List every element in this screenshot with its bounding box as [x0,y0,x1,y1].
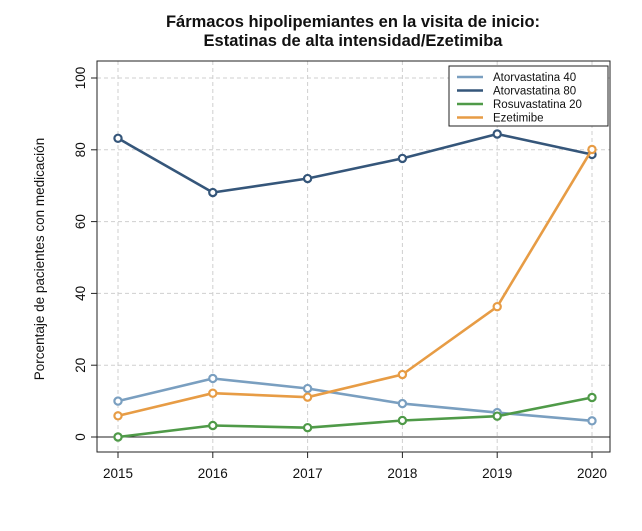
legend-label-rosuvastatina-20: Rosuvastatina 20 [493,99,582,111]
data-point-atorvastatina-80-2017 [302,173,313,184]
data-point-rosuvastatina-20-2016 [208,420,218,431]
data-point-ezetimibe-2015 [113,411,123,421]
y-tick-label-20: 20 [73,358,88,373]
plot-area: 0 20 40 60 80 100 2015 2016 2017 2018 2019 2020 Ator… [73,60,611,481]
y-tick-label-40: 40 [73,286,88,301]
data-point-rosuvastatina-20-2015 [113,432,123,442]
data-point-rosuvastatina-20-2017 [302,422,313,433]
data-point-rosuvastatina-20-2018 [397,415,408,426]
y-axis-label: Porcentaje de pacientes con medicación [32,138,47,380]
legend: Atorvastatina 40 Atorvastatina 80Rosuvast… [448,65,609,127]
data-point-atorvastatina-80-2018 [397,153,408,164]
x-tick-label-2020: 2020 [577,466,607,481]
data-point-ezetimibe-2018 [397,369,408,380]
data-point-atorvastatina-40-2015 [113,396,123,406]
data-point-atorvastatina-40-2020 [587,416,597,426]
data-point-atorvastatina-40-2016 [208,373,218,384]
series-line-atorvastatina-80 [117,132,593,194]
data-point-atorvastatina-40-2018 [397,398,408,409]
data-point-atorvastatina-40-2017 [302,383,313,394]
x-tick-label-2019: 2019 [482,466,512,481]
chart-subtitle: Estatinas de alta intensidad/Ezetimiba [204,32,504,50]
data-point-ezetimibe-2017 [302,392,313,402]
data-point-atorvastatina-80-2016 [208,187,218,198]
chart-title: Fármacos hipolipemiantes en la visita de… [166,13,540,31]
x-tick-label-2018: 2018 [387,466,417,481]
x-tick-label-2015: 2015 [103,466,133,481]
data-point-rosuvastatina-20-2020 [587,392,597,403]
legend-label-atorvastatina-80: Atorvastatina 80 [493,86,576,98]
plot-border [96,60,611,453]
data-point-ezetimibe-2020 [587,144,597,155]
y-tick-label-60: 60 [73,214,88,229]
legend-label-atorvastatina-40: Atorvastatina 40 [493,72,576,84]
legend-label-ezetimibe: Ezetimibe [493,113,544,125]
data-point-atorvastatina-80-2019 [492,129,502,139]
x-tick-label-2017: 2017 [293,466,323,481]
y-tick-label-80: 80 [73,142,88,157]
x-tick-label-2016: 2016 [198,466,228,481]
series-line-ezetimibe [117,148,594,418]
data-point-rosuvastatina-20-2019 [492,411,502,421]
data-point-ezetimibe-2016 [208,388,218,398]
data-point-ezetimibe-2019 [492,301,502,312]
y-tick-label-100: 100 [73,67,88,90]
y-tick-label-0: 0 [73,433,88,441]
data-point-atorvastatina-80-2015 [113,133,123,144]
series-line-rosuvastatina-20 [117,396,593,439]
